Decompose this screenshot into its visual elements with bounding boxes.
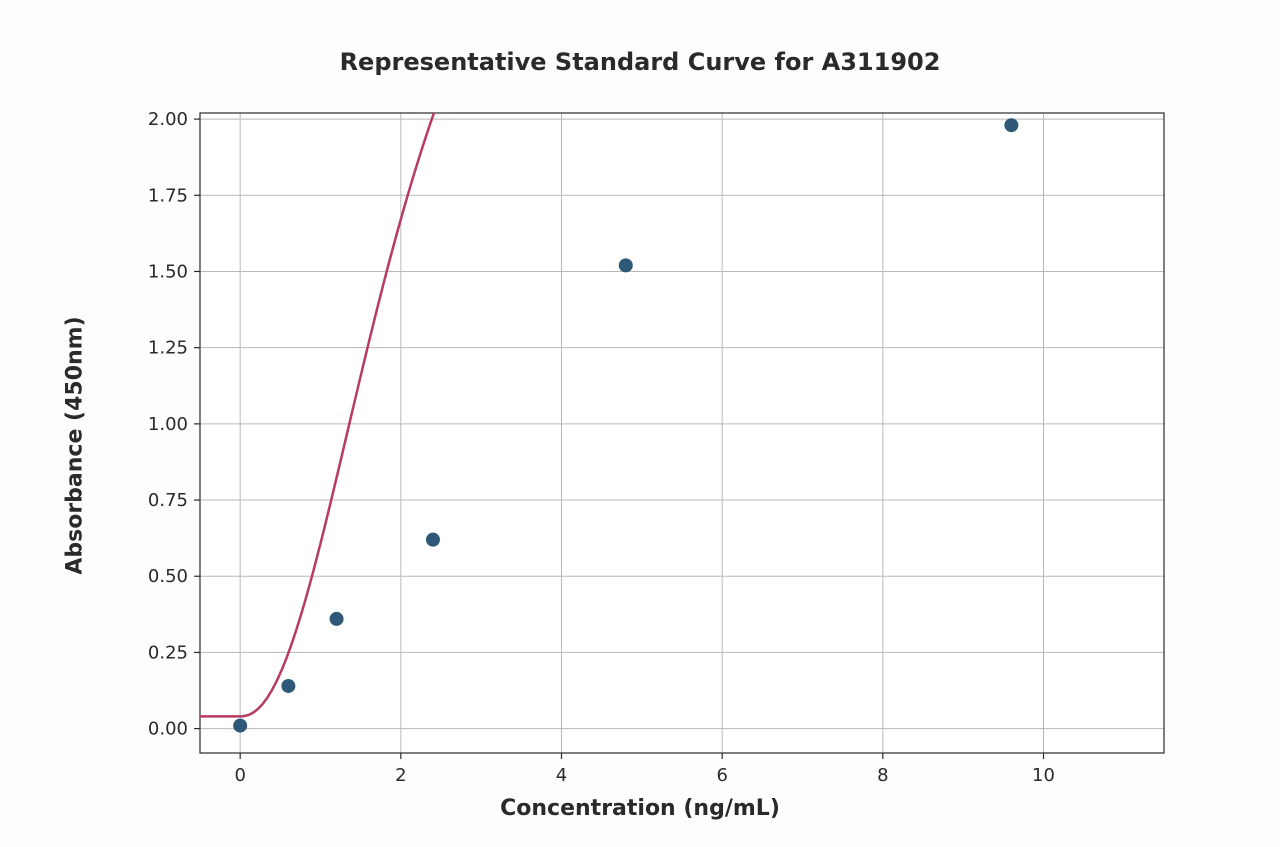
y-tick-label: 2.00	[148, 109, 188, 130]
data-point	[426, 532, 440, 546]
y-axis-label: Absorbance (450nm)	[63, 316, 88, 574]
y-tick-label: 1.25	[148, 337, 188, 358]
chart-title: Representative Standard Curve for A31190…	[340, 48, 941, 76]
x-tick-label: 4	[556, 765, 567, 786]
x-axis-label: Concentration (ng/mL)	[500, 796, 780, 821]
data-point	[233, 718, 247, 732]
y-tick-label: 0.50	[148, 566, 188, 587]
x-tick-label: 10	[1032, 765, 1055, 786]
y-tick-label: 1.50	[148, 261, 188, 282]
x-tick-label: 2	[395, 765, 406, 786]
x-tick-label: 6	[716, 765, 727, 786]
y-tick-label: 1.00	[148, 413, 188, 434]
data-point	[619, 258, 633, 272]
data-point	[330, 611, 344, 625]
chart-container: Representative Standard Curve for A31190…	[40, 3, 1240, 843]
data-point	[281, 678, 295, 692]
data-point	[1004, 118, 1018, 132]
y-tick-label: 1.75	[148, 185, 188, 206]
y-tick-label: 0.25	[148, 642, 188, 663]
y-tick-label: 0.00	[148, 718, 188, 739]
x-tick-label: 8	[877, 765, 888, 786]
y-tick-label: 0.75	[148, 490, 188, 511]
x-tick-label: 0	[234, 765, 245, 786]
chart-svg: 0 2 4 6 8 10 0.00 0.25 0.50 0.75 1.00 1.25 1.50 1.75 2…	[40, 3, 1240, 843]
